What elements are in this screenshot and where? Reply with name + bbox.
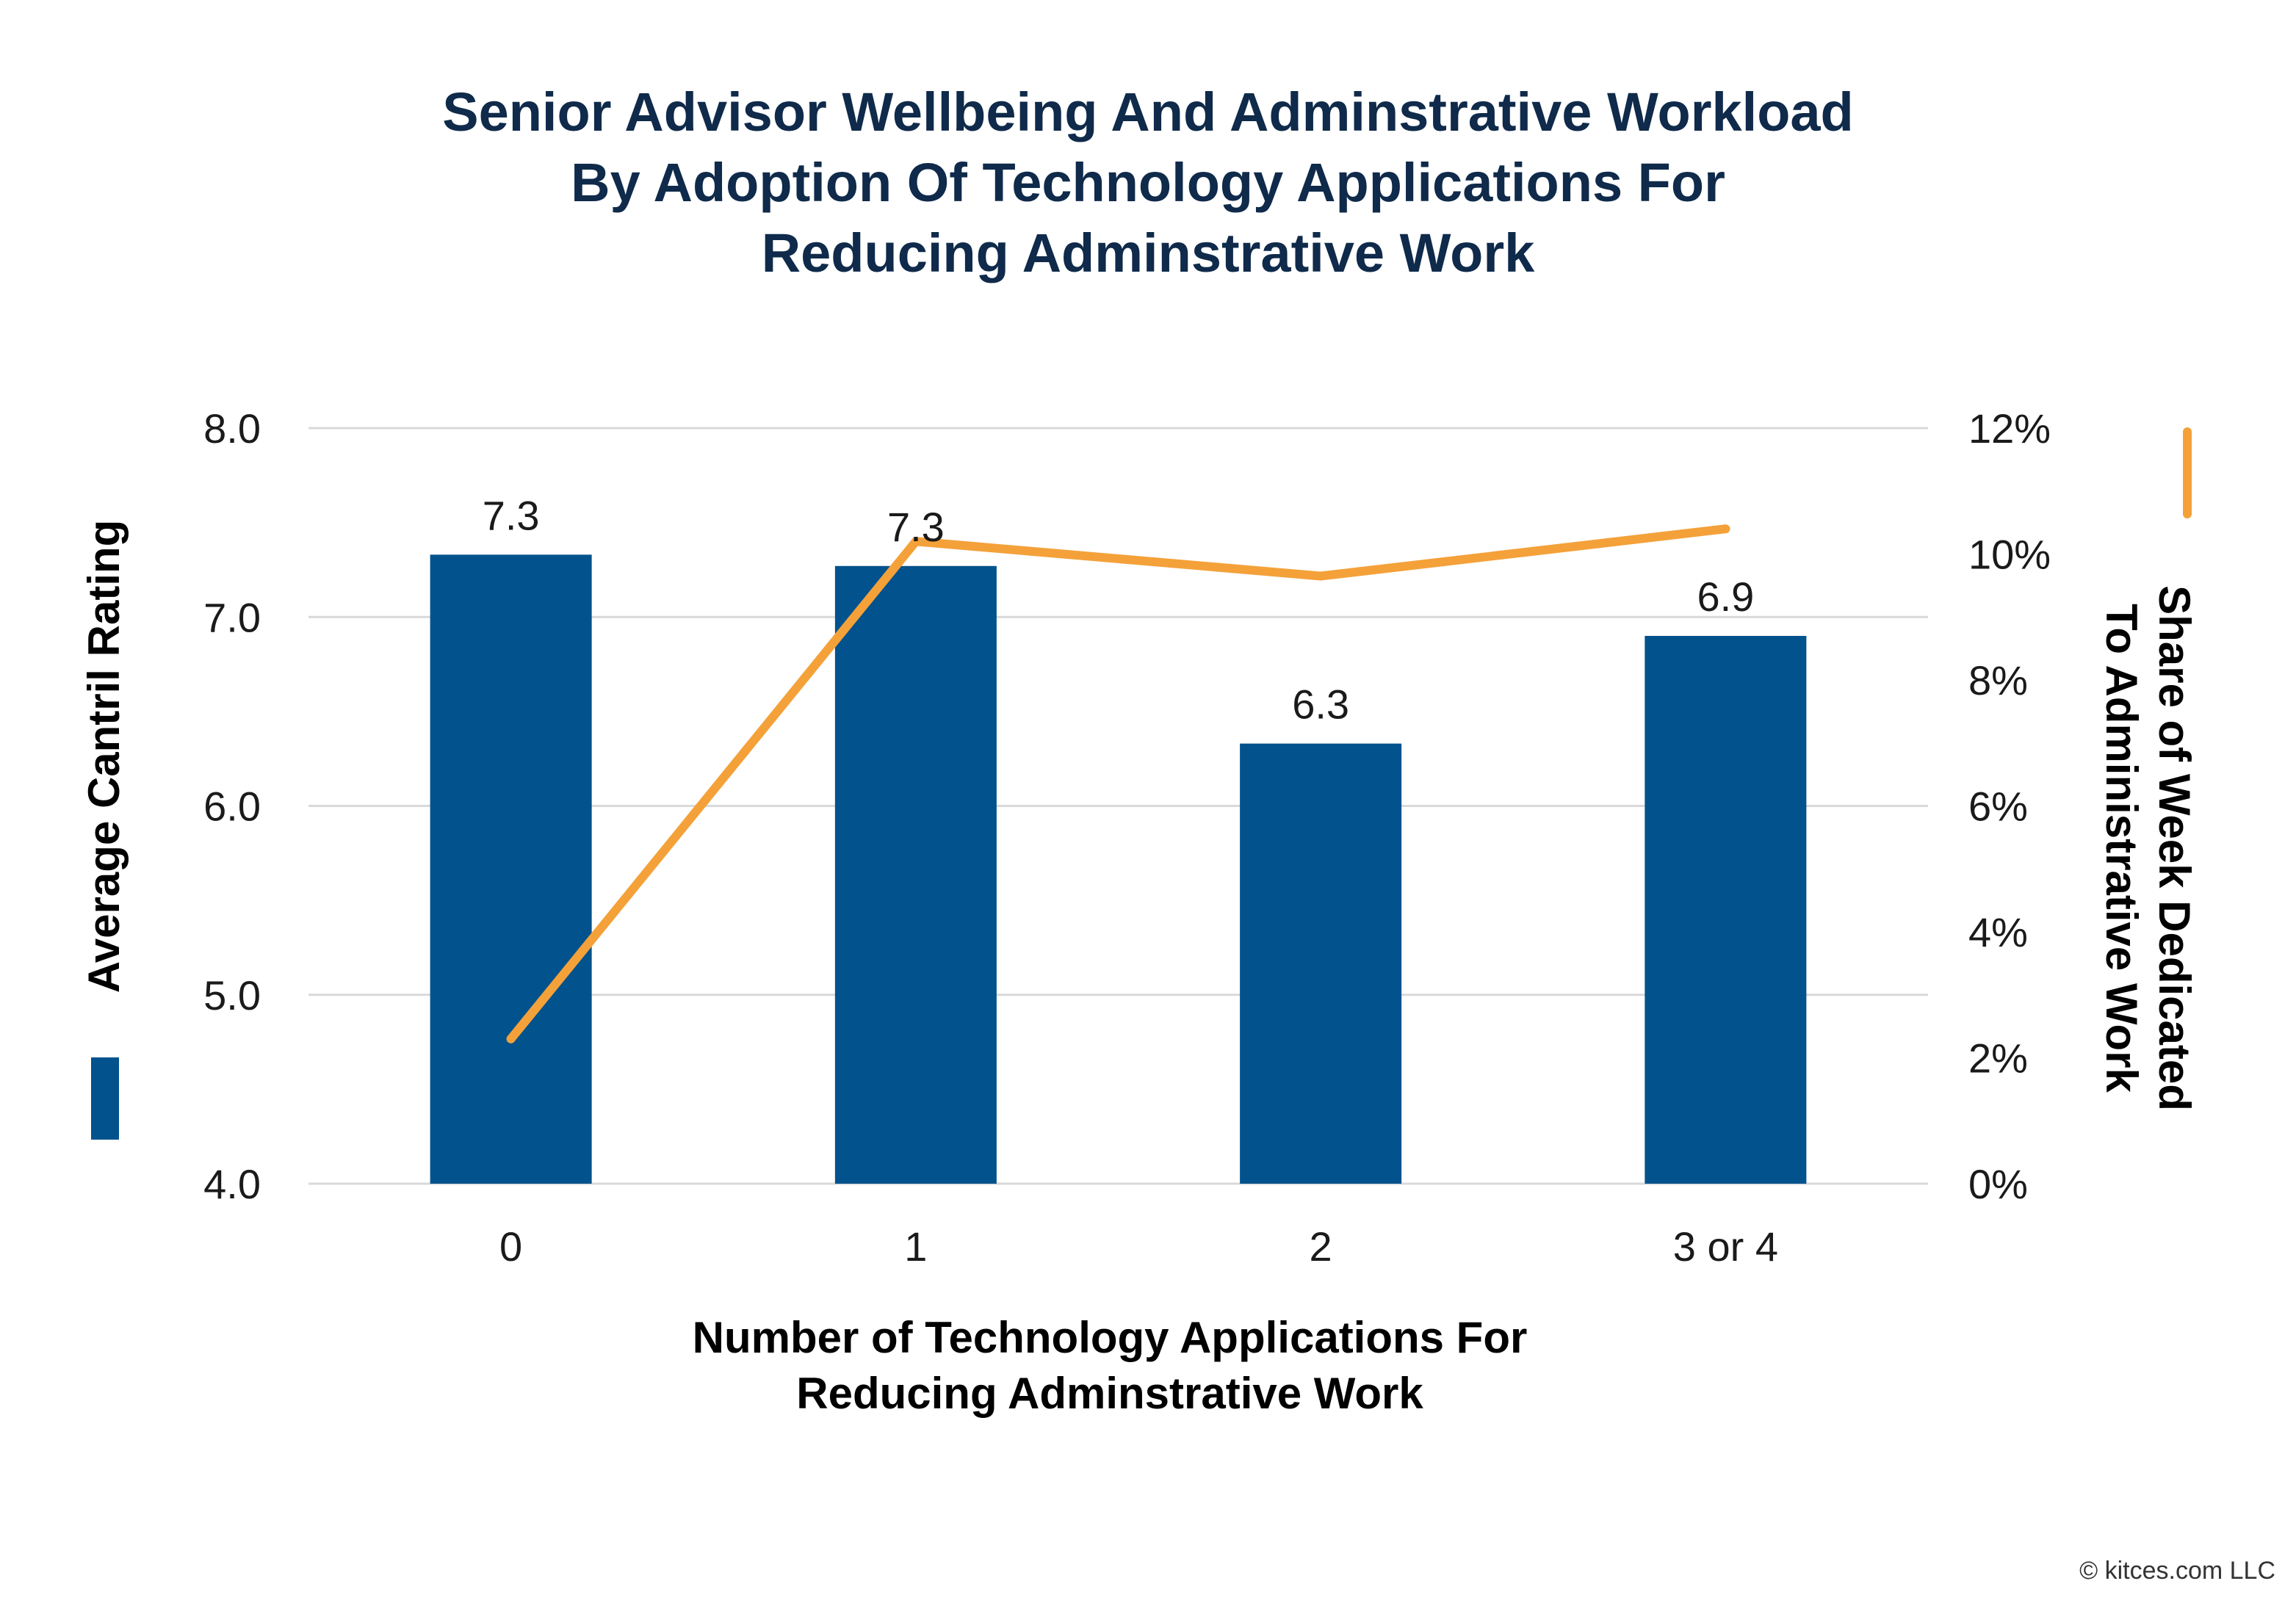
- data-labels: 7.3 7.3 6.3 6.9: [483, 492, 1755, 727]
- y2-axis-title-line: To Administrative Work: [2097, 604, 2146, 1093]
- x-tick-label: 0: [499, 1223, 522, 1270]
- x-axis-title-line: Number of Technology Applications For: [693, 1313, 1528, 1362]
- chart-title: Senior Advisor Wellbeing And Adminstrati…: [442, 82, 1854, 283]
- copyright-credit: © kitces.com LLC: [2079, 1557, 2275, 1585]
- y-tick-label: 7.0: [203, 594, 261, 640]
- line-point: [506, 1034, 516, 1043]
- bar: [1645, 635, 1807, 1184]
- y2-tick-label: 4%: [1968, 909, 2028, 955]
- chart-title-line: Reducing Adminstrative Work: [762, 222, 1535, 283]
- bar-value-label: 6.9: [1697, 573, 1754, 620]
- line-point: [911, 537, 920, 546]
- y-axis-left-ticks: 4.0 5.0 6.0 7.0 8.0: [203, 405, 261, 1207]
- bar: [834, 565, 997, 1184]
- x-tick-label: 3 or 4: [1673, 1223, 1778, 1270]
- bar-value-label: 7.3: [887, 504, 945, 550]
- y2-tick-label: 10%: [1968, 532, 2051, 578]
- y-axis-right-ticks: 0% 2% 4% 6% 8% 10% 12%: [1968, 405, 2051, 1207]
- line-series-path: [506, 524, 1730, 1043]
- x-axis-title-line: Reducing Adminstrative Work: [796, 1369, 1423, 1418]
- y-axis-left-title: Average Cantril Rating: [79, 520, 129, 1140]
- line-point: [1316, 571, 1326, 581]
- bar-value-label: 6.3: [1292, 681, 1349, 728]
- bar: [1240, 743, 1402, 1184]
- y2-tick-label: 12%: [1968, 405, 2051, 452]
- bar-series: [430, 554, 1807, 1184]
- x-axis-ticks: 0 1 2 3 or 4: [499, 1223, 1778, 1270]
- y-axis-right-title: Share of Week DedicatedTo Administrative…: [2097, 427, 2199, 1111]
- x-axis-title: Number of Technology Applications For Red…: [693, 1313, 1528, 1418]
- y2-tick-label: 8%: [1968, 657, 2028, 703]
- y-tick-label: 5.0: [203, 972, 261, 1018]
- legend-swatch-bar: [91, 1057, 119, 1140]
- x-tick-label: 2: [1310, 1223, 1332, 1270]
- bar: [430, 554, 592, 1184]
- y2-axis-title: Share of Week DedicatedTo Administrative…: [2097, 585, 2199, 1111]
- y-tick-label: 6.0: [203, 784, 261, 830]
- bar-value-label: 7.3: [483, 492, 540, 538]
- x-tick-label: 1: [904, 1223, 927, 1270]
- y2-axis-title-line: Share of Week Dedicated: [2150, 585, 2199, 1111]
- y-tick-label: 8.0: [203, 405, 261, 452]
- line-point: [1721, 524, 1730, 534]
- y-tick-label: 4.0: [203, 1161, 261, 1207]
- y2-tick-label: 6%: [1968, 784, 2028, 830]
- y2-tick-label: 0%: [1968, 1161, 2028, 1207]
- chart-title-line: Senior Advisor Wellbeing And Adminstrati…: [442, 82, 1854, 142]
- y-axis-title: Average Cantril Rating: [79, 520, 129, 994]
- line-series: [506, 524, 1730, 1043]
- y2-tick-label: 2%: [1968, 1035, 2028, 1082]
- chart-title-line: By Adoption Of Technology Applications F…: [571, 152, 1725, 213]
